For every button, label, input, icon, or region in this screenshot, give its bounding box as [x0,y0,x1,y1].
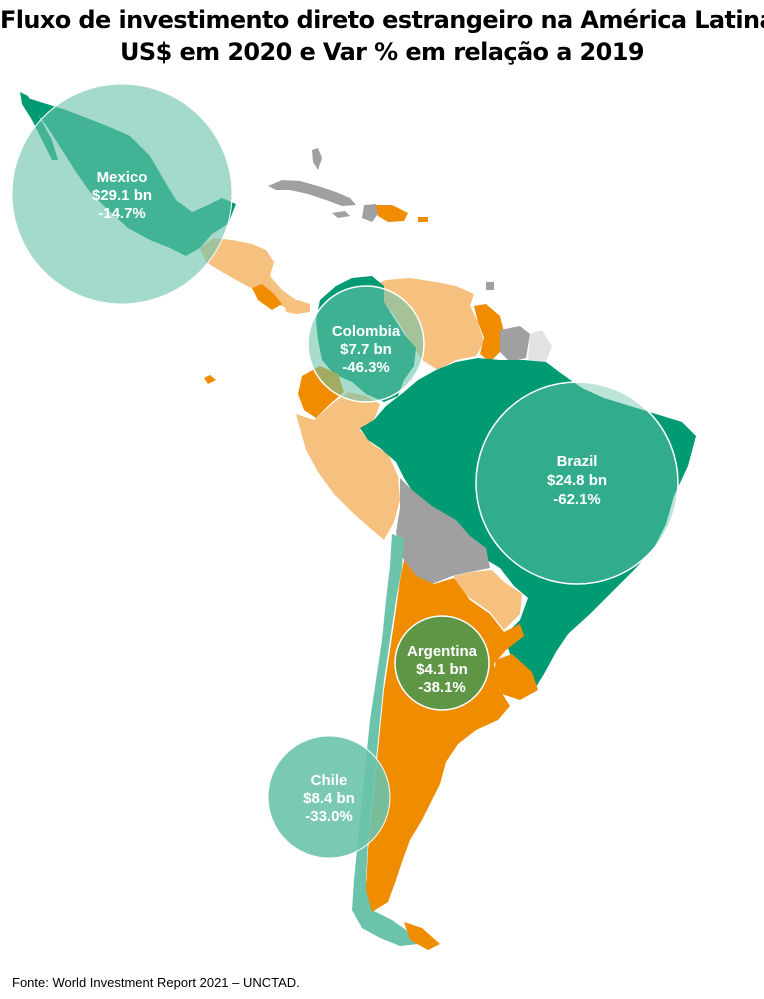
bubble-colombia-amount: $7.7 bn [340,341,392,358]
dominican-republic-shape [376,205,408,222]
bubble-chile-country: Chile [311,772,348,789]
bubble-chile-change: -33.0% [305,808,353,825]
bubble-mexico: Mexico $29.1 bn -14.7% [11,83,233,305]
haiti-shape [362,204,378,222]
bubble-argentina-country: Argentina [407,643,478,660]
costa-rica-shape [252,284,282,310]
bubble-mexico-country: Mexico [97,169,148,186]
peru-shape [296,392,400,540]
galapagos-shape [204,375,216,384]
paraguay-shape [454,570,522,630]
bahamas-shape [312,148,322,170]
guyana-shape [474,304,504,362]
cuba-shape [268,180,356,206]
bubble-brazil-change: -62.1% [553,491,601,508]
central-america-shape [200,238,296,310]
source-note: Fonte: World Investment Report 2021 – UN… [12,975,300,990]
bubble-mexico-amount: $29.1 bn [92,187,152,204]
title-line-2: US$ em 2020 e Var % em relação a 2019 [120,38,645,66]
trinidad-shape [486,282,494,290]
jamaica-shape [332,211,350,218]
bolivia-shape [396,478,490,584]
bubble-mexico-change: -14.7% [98,205,146,222]
bubble-chile-circle [267,735,391,859]
bubble-chile-amount: $8.4 bn [303,790,355,807]
bubble-colombia-circle [307,285,425,403]
suriname-shape [500,326,530,362]
bubble-brazil-circle [475,381,679,585]
title-line-1: Fluxo de investimento direto estrangeiro… [0,6,764,34]
bubble-brazil-country: Brazil [557,453,598,470]
bubble-colombia: Colombia $7.7 bn -46.3% [307,285,425,403]
brazil-shape [360,358,696,690]
bubble-argentina: Argentina $4.1 bn -38.1% [394,615,490,711]
bubble-argentina-amount: $4.1 bn [416,661,468,678]
bubble-argentina-circle [394,615,490,711]
map-title: Fluxo de investimento direto estrangeiro… [0,4,764,68]
bubble-colombia-change: -46.3% [342,359,390,376]
bubble-colombia-country: Colombia [332,323,401,340]
bubble-chile: Chile $8.4 bn -33.0% [267,735,391,859]
puerto-rico-shape [418,217,428,222]
uruguay-shape [494,654,538,700]
bubble-argentina-change: -38.1% [418,679,466,696]
french-guiana-shape [528,330,552,362]
bubble-brazil-amount: $24.8 bn [547,472,607,489]
bubble-mexico-circle [11,83,233,305]
chile-shape [352,534,418,946]
panama-shape [284,300,310,314]
tierra-del-fuego-shape [404,922,440,950]
bubble-brazil: Brazil $24.8 bn -62.1% [475,381,679,585]
